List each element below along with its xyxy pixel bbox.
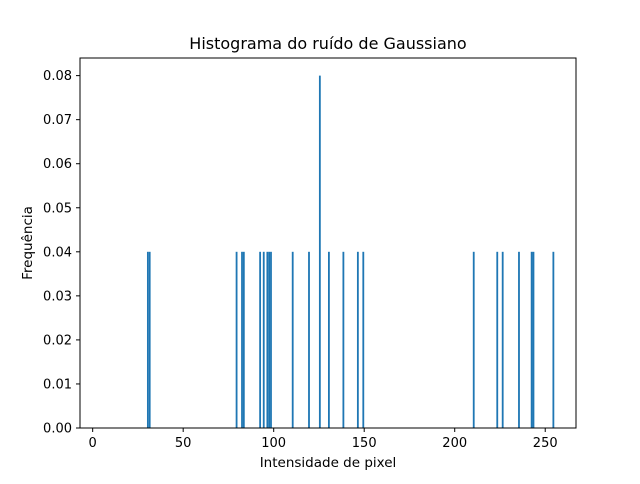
- y-axis-ticks: 0.00 0.01 0.02 0.03 0.04 0.05 0.06 0.07 0.08: [43, 69, 80, 437]
- histogram-bar-119: [308, 251, 310, 428]
- x-tick-label: 150: [352, 436, 377, 451]
- histogram-bar-110: [291, 251, 294, 428]
- x-tick-label: 50: [175, 436, 192, 451]
- histogram-bar-254: [552, 251, 555, 428]
- bars-group: [146, 75, 555, 428]
- chart-title: Histograma do ruído de Gaussiano: [189, 34, 466, 53]
- histogram-bar-130: [328, 251, 330, 428]
- plot-area-frame: [79, 57, 577, 429]
- x-tick-label: 100: [261, 436, 286, 451]
- y-tick-label: 0.05: [43, 201, 72, 216]
- x-axis-label: Intensidade de pixel: [260, 455, 397, 471]
- histogram-bar-97: [268, 251, 271, 428]
- y-tick-label: 0.02: [43, 333, 72, 348]
- histogram-bar-31: [148, 251, 151, 428]
- y-tick-label: 0.06: [43, 157, 72, 172]
- histogram-bar-149: [362, 251, 365, 428]
- histogram-bar-138: [342, 251, 345, 428]
- x-axis-ticks: 0 50 100 150 200 250: [89, 428, 558, 451]
- y-tick-label: 0.07: [43, 113, 72, 128]
- histogram-bar-83: [242, 251, 245, 428]
- histogram-bar-92: [259, 251, 262, 428]
- histogram-bar-210: [472, 251, 475, 428]
- histogram-bar-125: [318, 75, 321, 428]
- histogram-bar-82: [241, 251, 243, 428]
- histogram-bar-235: [518, 251, 520, 428]
- histogram-bar-226: [501, 251, 504, 428]
- x-tick-label: 250: [533, 436, 558, 451]
- y-axis-label: Frequência: [20, 206, 36, 280]
- x-tick-label: 200: [442, 436, 467, 451]
- histogram-bar-243: [532, 251, 535, 428]
- y-tick-label: 0.04: [43, 245, 72, 260]
- histogram-bar-94: [262, 251, 265, 428]
- histogram-bar-146: [356, 251, 359, 428]
- histogram-bar-98: [270, 251, 272, 428]
- histogram-bar-242: [530, 251, 533, 428]
- x-tick-label: 0: [89, 436, 97, 451]
- y-tick-label: 0.01: [43, 377, 72, 392]
- y-tick-label: 0.03: [43, 289, 72, 304]
- y-tick-label: 0.08: [43, 69, 72, 84]
- histogram-bar-223: [496, 251, 499, 428]
- histogram-bar-79: [235, 251, 238, 428]
- y-tick-label: 0.00: [43, 422, 72, 437]
- histogram-bar-96: [266, 251, 269, 428]
- histogram-bar-30: [146, 251, 149, 428]
